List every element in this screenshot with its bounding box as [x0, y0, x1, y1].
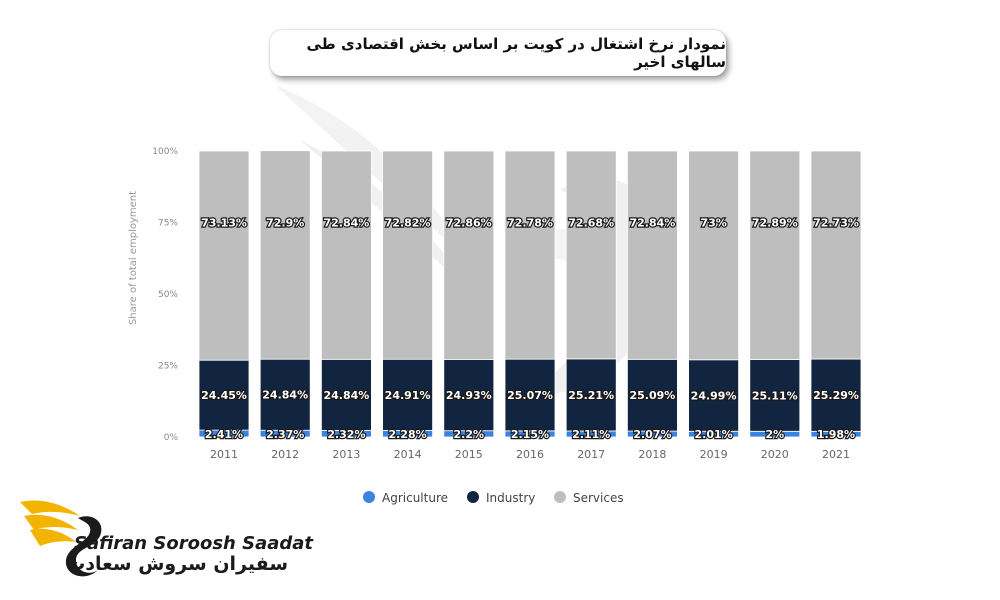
data-label-services: 72.84% [629, 217, 675, 230]
x-tick-label: 2013 [332, 448, 360, 461]
data-label-agriculture: 2.28% [389, 428, 427, 441]
x-tick-label: 2021 [822, 448, 850, 461]
bar-services-2012 [259, 150, 311, 360]
x-tick-label: 2015 [455, 448, 483, 461]
y-axis: 0% 25% 50% 75% 100% [152, 147, 178, 443]
bar-industry-2013 [320, 358, 372, 431]
data-label-services: 72.82% [385, 217, 431, 230]
data-label-agriculture: 2.32% [327, 428, 365, 441]
legend-marker-industry [467, 491, 479, 503]
x-tick-label: 2019 [700, 448, 728, 461]
bar-industry-2019 [688, 359, 739, 432]
y-axis-title: Share of total employment [128, 191, 139, 325]
bar-services-2021 [810, 150, 862, 360]
bar-services-2016 [504, 150, 556, 360]
bar-services-2017 [565, 150, 617, 360]
x-tick-label: 2014 [394, 448, 422, 461]
bar-services-2018 [627, 150, 678, 360]
bar-services-2011 [198, 150, 250, 361]
data-label-services: 72.84% [323, 217, 369, 230]
bar-industry-2014 [382, 358, 434, 431]
bar-industry-2020 [749, 359, 801, 432]
data-label-agriculture: 2% [765, 428, 784, 441]
data-label-industry: 24.45% [201, 389, 247, 402]
chart-title: نمودار نرخ اشتغال در کویت بر اساس بخش اق… [270, 30, 726, 76]
data-label-services: 72.86% [446, 217, 492, 230]
bar-services-2019 [688, 150, 739, 361]
x-tick-label: 2016 [516, 448, 544, 461]
bar-services-2013 [320, 150, 372, 360]
data-label-services: 72.89% [752, 217, 798, 230]
logo-text-fa: سفیران سروش سعادت [66, 553, 288, 575]
bar-industry-2015 [443, 359, 495, 432]
data-label-services: 72.73% [813, 217, 859, 230]
data-label-agriculture: 2.11% [572, 428, 610, 441]
bar-services-2015 [443, 150, 495, 360]
bar-services-2020 [749, 150, 801, 360]
x-tick-label: 2017 [577, 448, 605, 461]
y-tick-label: 50% [158, 290, 178, 300]
data-label-agriculture: 1.98% [817, 428, 855, 441]
data-label-industry: 25.09% [629, 389, 675, 402]
data-label-agriculture: 2.2% [454, 428, 485, 441]
data-label-services: 72.9% [266, 217, 304, 230]
data-label-industry: 24.99% [691, 390, 737, 403]
x-tick-label: 2011 [210, 448, 238, 461]
x-tick-label: 2018 [638, 448, 666, 461]
data-label-services: 73% [700, 217, 726, 230]
data-label-industry: 25.21% [568, 389, 614, 402]
logo-icon [20, 500, 102, 577]
bar-industry-2021 [810, 358, 862, 432]
data-label-industry: 24.84% [323, 389, 369, 402]
y-tick-label: 25% [158, 362, 178, 372]
legend-marker-agriculture [363, 491, 375, 503]
bar-industry-2012 [259, 358, 311, 431]
data-label-agriculture: 2.15% [511, 428, 549, 441]
logo-text-en: Safiran Soroosh Saadat [74, 533, 314, 554]
x-tick-label: 2012 [271, 448, 299, 461]
data-label-services: 72.78% [507, 217, 553, 230]
y-tick-label: 75% [158, 219, 178, 229]
data-label-industry: 25.29% [813, 389, 859, 402]
bar-industry-2016 [504, 358, 556, 432]
legend-label-industry: Industry [486, 491, 535, 505]
y-tick-label: 0% [164, 433, 179, 443]
bar-industry-2018 [627, 358, 678, 432]
bars [198, 150, 862, 438]
data-label-services: 73.13% [201, 217, 247, 230]
data-label-agriculture: 2.01% [695, 428, 733, 441]
data-label-industry: 24.91% [385, 389, 431, 402]
data-labels: 2.41% 24.45% 73.13% 2.37% 24.84% 72.9% 2.32% 24… [200, 215, 860, 442]
data-label-services: 72.68% [568, 217, 614, 230]
y-tick-label: 100% [152, 147, 178, 157]
legend-marker-services [554, 491, 566, 503]
data-label-industry: 25.07% [507, 389, 553, 402]
data-label-industry: 24.93% [446, 389, 492, 402]
bar-services-2014 [382, 150, 434, 360]
legend-label-services: Services [573, 491, 624, 505]
data-label-agriculture: 2.41% [205, 428, 243, 441]
data-label-agriculture: 2.37% [266, 428, 304, 441]
x-tick-label: 2020 [761, 448, 789, 461]
data-label-industry: 24.84% [262, 389, 308, 402]
legend: Agriculture Industry Services [363, 491, 624, 505]
legend-label-agriculture: Agriculture [382, 491, 448, 505]
bar-industry-2011 [198, 359, 250, 431]
data-label-industry: 25.11% [752, 389, 798, 402]
x-axis: 2011 2012 2013 2014 2015 2016 2017 2018 2019 2020… [210, 448, 850, 461]
data-label-agriculture: 2.07% [633, 428, 671, 441]
